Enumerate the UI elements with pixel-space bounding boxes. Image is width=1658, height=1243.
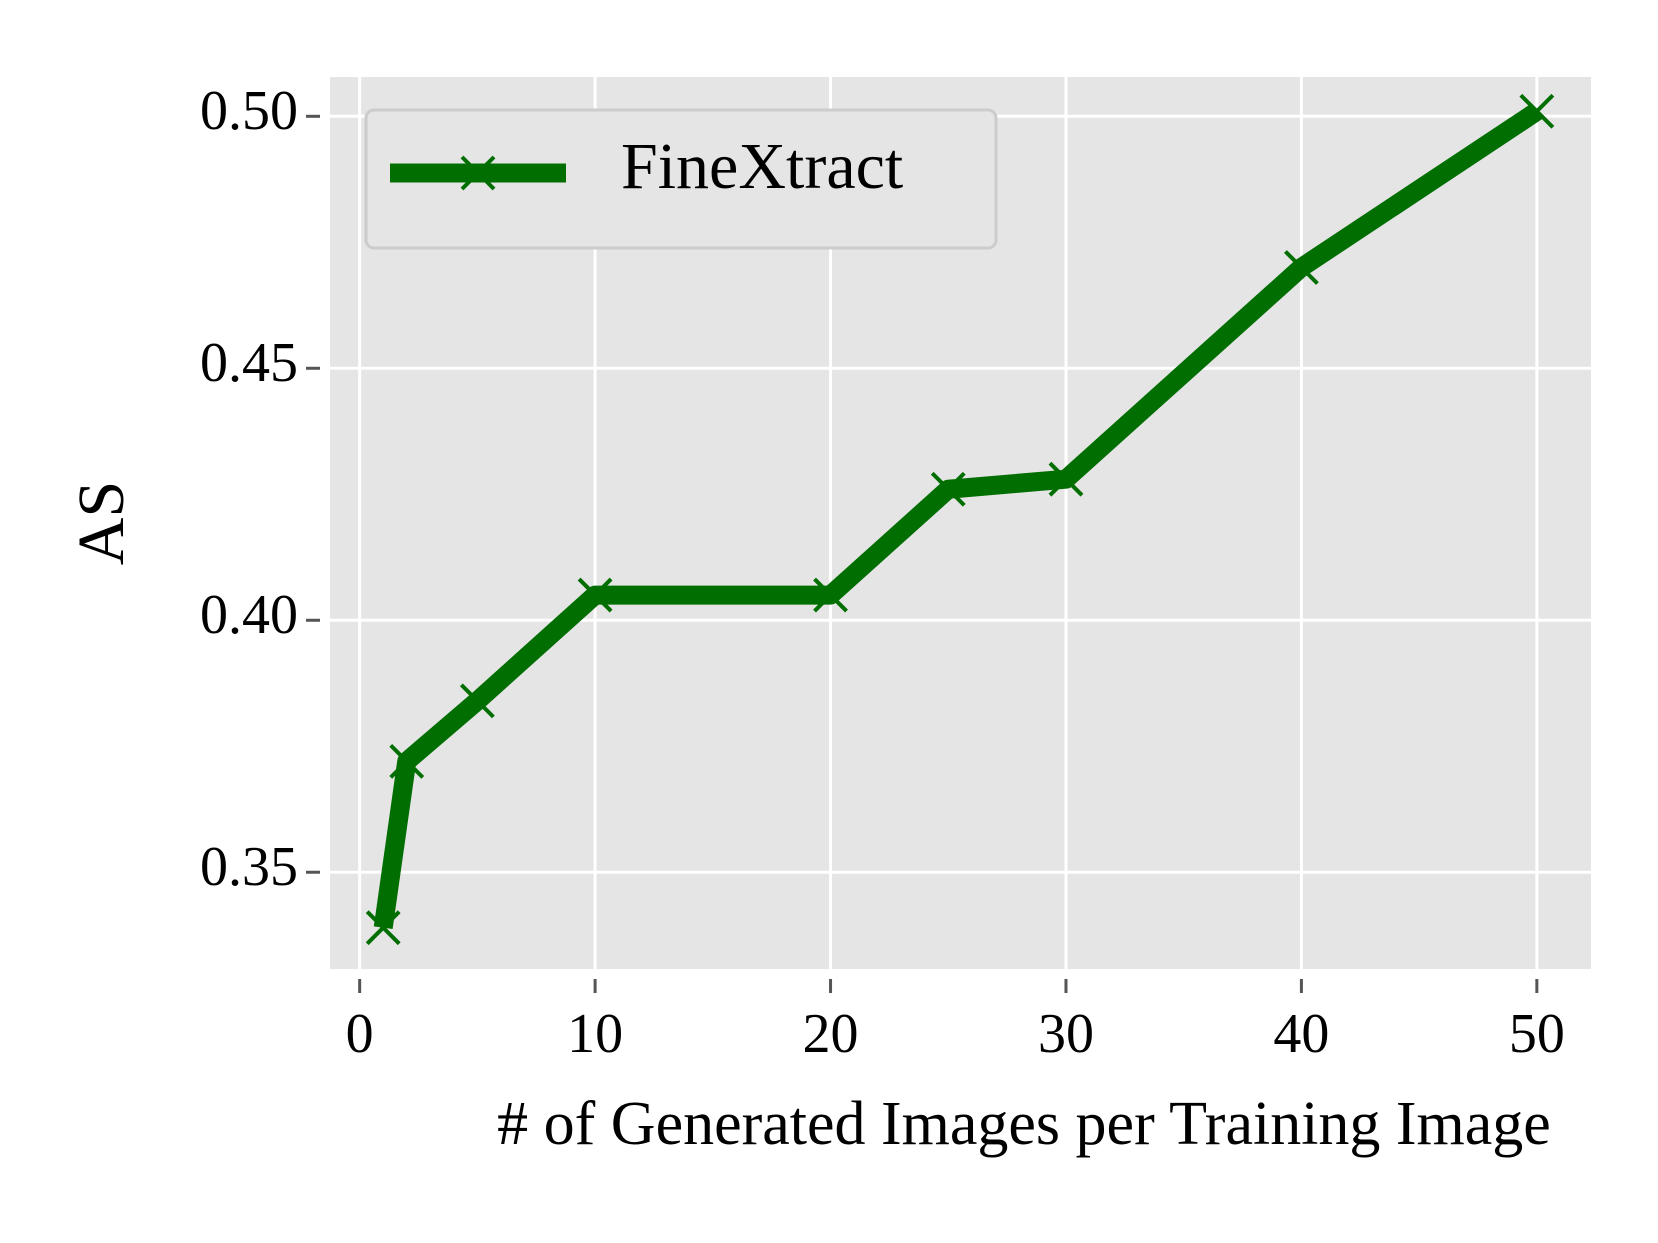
marker [1283, 250, 1319, 285]
legend-box [364, 108, 998, 250]
legend-label: FineXtract [621, 130, 903, 203]
marker [459, 683, 495, 719]
marker [389, 743, 425, 779]
marker [577, 577, 613, 613]
marker [930, 471, 966, 507]
y-tick-label: 0.45 [200, 332, 298, 394]
x-tick-label: 40 [1273, 1003, 1329, 1065]
marker [1519, 93, 1555, 129]
x-tick-label: 10 [567, 1003, 623, 1065]
x-tick-label: 0 [346, 1003, 374, 1065]
x-tick-label: 20 [803, 1003, 859, 1065]
x-tick-label: 50 [1509, 1003, 1565, 1065]
y-tick-label: 0.40 [200, 584, 298, 646]
y-tick-label: 0.50 [200, 80, 298, 142]
marker [813, 577, 848, 613]
marker [365, 910, 401, 946]
marker [460, 155, 496, 191]
marker [1048, 461, 1084, 497]
x-tick-label: 30 [1038, 1003, 1094, 1065]
y-tick-label: 0.35 [200, 836, 298, 898]
y-axis-label: AS [65, 481, 138, 565]
x-axis-label: # of Generated Images per Training Image [497, 1090, 1551, 1158]
